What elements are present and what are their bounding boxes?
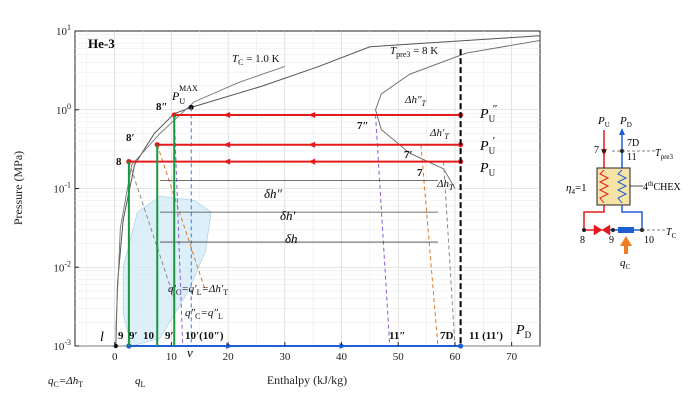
dashed-guide	[375, 114, 391, 347]
x-tick-label: 70	[506, 351, 518, 363]
series-point	[458, 343, 464, 349]
sch-evaporator	[618, 227, 634, 233]
y-tick-label: 101	[56, 23, 71, 38]
pd-label: PD	[515, 323, 532, 340]
state-7: 7	[417, 167, 423, 179]
flow-arrow	[223, 158, 231, 165]
state-7p: 7′	[404, 149, 413, 161]
y-tick-label: 100	[56, 102, 71, 117]
state-10: 10	[143, 330, 155, 342]
qc-label: qC=ΔhT	[48, 375, 83, 389]
dh1-label: Δh′T	[429, 127, 449, 141]
y-tick-label: 10-3	[53, 338, 71, 353]
q1-label: q′C=q′L=Δh′T	[168, 283, 228, 297]
x-axis-label: Enthalpy (kJ/kg)	[267, 373, 347, 387]
x-tick-label: 20	[223, 351, 235, 363]
dashed-guide	[128, 161, 175, 299]
sch-8: 8	[580, 235, 585, 246]
state-7pp: 7″	[357, 120, 369, 132]
x-tick-label: 10	[166, 351, 178, 363]
dashed-guide	[443, 161, 456, 347]
dh0-label: ΔhT	[436, 178, 454, 192]
sch-valve-icon	[593, 224, 611, 236]
axis-ticks: 0 10 20 30 40 50 60 70 101 100 10-1 10-2 10-3	[53, 23, 517, 363]
sch-7d: 7D	[627, 138, 639, 149]
sch-node-8	[582, 228, 586, 232]
y-tick-label: 10-1	[53, 181, 71, 196]
q2-label: q″C=q″L	[185, 307, 223, 321]
sch-qc: qC	[620, 257, 631, 271]
sch-7: 7	[594, 145, 599, 156]
vapor-curve	[191, 35, 541, 108]
state-9p2: 9′	[165, 330, 174, 342]
flow-arrow	[308, 111, 316, 118]
state-8p: 8′	[126, 132, 135, 144]
sch-chex-label: 4thCHEX	[643, 180, 681, 193]
state-9p: 9′	[129, 330, 138, 342]
state-11: 11 (11′)	[469, 330, 503, 342]
sch-pd: PD	[619, 115, 632, 129]
series-lines	[126, 49, 464, 349]
schematic: PU PD 7 7D 11 Tpre3 η4=1 4thCHEX 8 9 10 …	[566, 115, 681, 271]
state-l: l	[100, 330, 104, 345]
sch-9: 9	[609, 235, 614, 246]
delta0-label: δh	[285, 231, 298, 246]
sch-coil-left	[598, 169, 610, 204]
y-axis-label: Pressure (MPa)	[11, 151, 25, 225]
x-tick-label: 30	[279, 351, 291, 363]
state-9: 9	[118, 330, 124, 342]
flow-arrow	[308, 141, 316, 148]
state-8pp: 8″	[156, 101, 168, 113]
ql-label: qL	[135, 375, 146, 389]
sch-red-bottom	[583, 205, 605, 230]
pu2-label: PU″	[479, 103, 497, 124]
dashed-guide	[420, 144, 439, 347]
pu1-label: PU′	[479, 135, 496, 156]
sch-coil-right	[616, 169, 628, 204]
sch-10: 10	[644, 235, 654, 246]
sch-eta: η4=1	[566, 182, 587, 196]
x-tick-label: 0	[112, 351, 118, 363]
delta2-label: δh″	[264, 186, 283, 201]
dh2-label: Δh″T	[404, 94, 427, 108]
x-tick-label: 40	[336, 351, 348, 363]
state-7d: 7D	[440, 330, 454, 342]
y-tick-label: 10-2	[53, 259, 71, 274]
x-tick-label: 60	[449, 351, 461, 363]
flow-arrow	[223, 111, 231, 118]
sch-node-7	[602, 149, 606, 153]
tc-label: TC = 1.0 K	[232, 53, 280, 67]
sch-pu: PU	[597, 115, 610, 129]
chart-title: He-3	[88, 36, 115, 51]
tpre-label: Tpre3 = 8 K	[390, 45, 438, 59]
sch-heat-arrow	[620, 236, 632, 254]
sch-tc: TC	[666, 227, 677, 240]
x-tick-label: 50	[393, 351, 405, 363]
flow-arrow	[308, 158, 316, 165]
state-v: v	[187, 345, 193, 360]
sch-11: 11	[627, 152, 637, 163]
state-10p: 10′(10″)	[185, 330, 224, 342]
pu-label: PU	[479, 161, 496, 178]
sch-blue-bottom	[621, 205, 643, 230]
pumax-label: PUMAX	[171, 84, 198, 106]
sch-node-9	[611, 228, 615, 232]
sch-outlet-arrow	[619, 128, 625, 135]
tpre-isotherm	[375, 40, 541, 189]
dashed-guide	[173, 114, 184, 347]
sch-tpre: Tpre3	[655, 148, 674, 161]
flow-arrow	[223, 141, 231, 148]
tc-isotherm	[115, 66, 285, 331]
state-8: 8	[116, 156, 122, 168]
delta1-label: δh′	[280, 208, 296, 223]
dashed-guide	[156, 144, 206, 292]
state-11pp: 11″	[389, 330, 405, 342]
